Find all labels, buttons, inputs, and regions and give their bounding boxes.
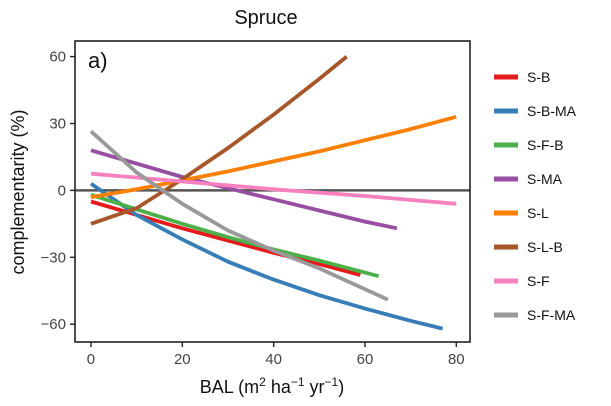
- legend-item-s-b: S-B: [494, 69, 550, 85]
- panel-label: a): [88, 48, 108, 73]
- x-tick-label: 60: [357, 351, 374, 368]
- series-line-s-b-ma: [89, 182, 444, 331]
- legend-item-s-l-b: S-L-B: [494, 239, 563, 255]
- legend-label: S-B-MA: [527, 103, 577, 119]
- y-tick-label: 30: [49, 115, 66, 132]
- y-axis-title: complementarity (%): [8, 109, 28, 274]
- legend-label: S-MA: [527, 171, 563, 187]
- series-line-s-ma: [90, 148, 398, 231]
- series-layer: [89, 55, 457, 331]
- legend-label: S-B: [527, 69, 550, 85]
- series-line-s-f-ma: [89, 129, 389, 302]
- legend-label: S-L-B: [527, 239, 563, 255]
- legend-item-s-ma: S-MA: [494, 171, 563, 187]
- legend-label: S-F: [527, 273, 550, 289]
- legend-label: S-F-B: [527, 137, 564, 153]
- series-line-s-f: [90, 171, 457, 206]
- x-tick-label: 40: [265, 351, 282, 368]
- legend-item-s-f-ma: S-F-MA: [494, 307, 576, 323]
- y-tick-label: −60: [41, 316, 66, 333]
- chart-title: Spruce: [234, 7, 297, 29]
- x-tick-label: 0: [87, 351, 95, 368]
- y-tick-label: 60: [49, 49, 66, 66]
- series-line-s-l-b: [90, 55, 348, 226]
- y-tick-label: −30: [41, 249, 66, 266]
- y-axis: 60 30 0 −30 −60: [41, 49, 75, 333]
- y-tick-label: 0: [58, 182, 66, 199]
- series-line-s-l: [90, 114, 457, 199]
- x-axis: 0 20 40 60 80: [87, 342, 465, 368]
- legend-item-s-l: S-L: [494, 205, 549, 221]
- legend: S-B S-B-MA S-F-B S-MA S-L S-L-B S-F S-F-MA: [494, 69, 577, 323]
- legend-label: S-F-MA: [527, 307, 576, 323]
- legend-label: S-L: [527, 205, 549, 221]
- x-axis-title: BAL (m2 ha−1 yr−1): [200, 375, 344, 397]
- x-tick-label: 20: [174, 351, 191, 368]
- legend-item-s-f: S-F: [494, 273, 550, 289]
- x-tick-label: 80: [448, 351, 465, 368]
- legend-item-s-b-ma: S-B-MA: [494, 103, 577, 119]
- plot-frame: [74, 40, 471, 343]
- legend-item-s-f-b: S-F-B: [494, 137, 564, 153]
